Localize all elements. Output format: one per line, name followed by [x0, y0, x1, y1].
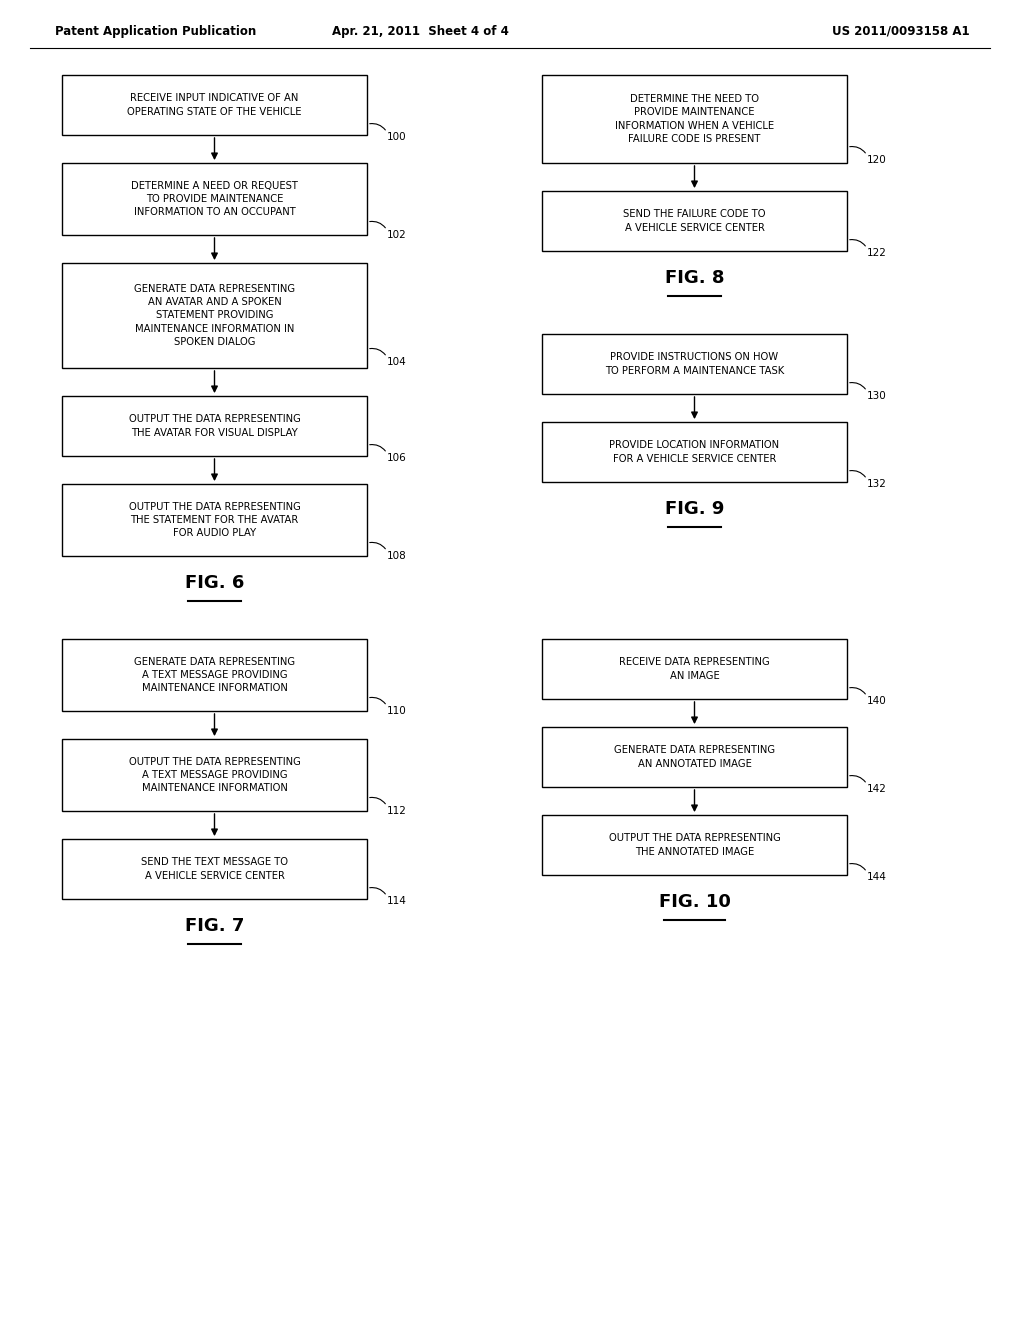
Text: 142: 142 — [867, 784, 887, 795]
FancyBboxPatch shape — [62, 739, 367, 810]
Text: OUTPUT THE DATA REPRESENTING
THE AVATAR FOR VISUAL DISPLAY: OUTPUT THE DATA REPRESENTING THE AVATAR … — [129, 414, 300, 438]
Text: 140: 140 — [867, 696, 887, 706]
Text: 114: 114 — [387, 896, 407, 907]
Text: RECEIVE DATA REPRESENTING
AN IMAGE: RECEIVE DATA REPRESENTING AN IMAGE — [620, 657, 770, 681]
FancyBboxPatch shape — [542, 75, 847, 162]
Text: Apr. 21, 2011  Sheet 4 of 4: Apr. 21, 2011 Sheet 4 of 4 — [332, 25, 509, 38]
FancyBboxPatch shape — [62, 639, 367, 711]
Text: SEND THE FAILURE CODE TO
A VEHICLE SERVICE CENTER: SEND THE FAILURE CODE TO A VEHICLE SERVI… — [624, 210, 766, 232]
FancyBboxPatch shape — [62, 484, 367, 556]
Text: GENERATE DATA REPRESENTING
A TEXT MESSAGE PROVIDING
MAINTENANCE INFORMATION: GENERATE DATA REPRESENTING A TEXT MESSAG… — [134, 657, 295, 693]
Text: 108: 108 — [387, 550, 407, 561]
Text: 132: 132 — [867, 479, 887, 490]
FancyBboxPatch shape — [542, 814, 847, 875]
Text: FIG. 6: FIG. 6 — [184, 574, 244, 591]
Text: PROVIDE INSTRUCTIONS ON HOW
TO PERFORM A MAINTENANCE TASK: PROVIDE INSTRUCTIONS ON HOW TO PERFORM A… — [605, 352, 784, 376]
Text: OUTPUT THE DATA REPRESENTING
A TEXT MESSAGE PROVIDING
MAINTENANCE INFORMATION: OUTPUT THE DATA REPRESENTING A TEXT MESS… — [129, 756, 300, 793]
Text: 100: 100 — [387, 132, 407, 143]
FancyBboxPatch shape — [62, 162, 367, 235]
Text: OUTPUT THE DATA REPRESENTING
THE ANNOTATED IMAGE: OUTPUT THE DATA REPRESENTING THE ANNOTAT… — [608, 833, 780, 857]
Text: 130: 130 — [867, 391, 887, 401]
Text: 122: 122 — [867, 248, 887, 259]
FancyBboxPatch shape — [62, 263, 367, 368]
FancyBboxPatch shape — [62, 396, 367, 455]
Text: FIG. 8: FIG. 8 — [665, 269, 724, 286]
Text: PROVIDE LOCATION INFORMATION
FOR A VEHICLE SERVICE CENTER: PROVIDE LOCATION INFORMATION FOR A VEHIC… — [609, 441, 779, 463]
Text: 144: 144 — [867, 873, 887, 882]
Text: 120: 120 — [867, 156, 887, 165]
Text: OUTPUT THE DATA REPRESENTING
THE STATEMENT FOR THE AVATAR
FOR AUDIO PLAY: OUTPUT THE DATA REPRESENTING THE STATEME… — [129, 502, 300, 539]
FancyBboxPatch shape — [62, 75, 367, 135]
FancyBboxPatch shape — [542, 639, 847, 700]
Text: FIG. 7: FIG. 7 — [184, 917, 244, 935]
FancyBboxPatch shape — [542, 422, 847, 482]
Text: 102: 102 — [387, 230, 407, 240]
FancyBboxPatch shape — [542, 727, 847, 787]
Text: DETERMINE A NEED OR REQUEST
TO PROVIDE MAINTENANCE
INFORMATION TO AN OCCUPANT: DETERMINE A NEED OR REQUEST TO PROVIDE M… — [131, 181, 298, 218]
Text: US 2011/0093158 A1: US 2011/0093158 A1 — [833, 25, 970, 38]
FancyBboxPatch shape — [62, 840, 367, 899]
Text: RECEIVE INPUT INDICATIVE OF AN
OPERATING STATE OF THE VEHICLE: RECEIVE INPUT INDICATIVE OF AN OPERATING… — [127, 94, 302, 116]
Text: FIG. 10: FIG. 10 — [658, 894, 730, 911]
Text: FIG. 9: FIG. 9 — [665, 500, 724, 517]
Text: SEND THE TEXT MESSAGE TO
A VEHICLE SERVICE CENTER: SEND THE TEXT MESSAGE TO A VEHICLE SERVI… — [141, 858, 288, 880]
FancyBboxPatch shape — [542, 334, 847, 393]
Text: Patent Application Publication: Patent Application Publication — [55, 25, 256, 38]
Text: DETERMINE THE NEED TO
PROVIDE MAINTENANCE
INFORMATION WHEN A VEHICLE
FAILURE COD: DETERMINE THE NEED TO PROVIDE MAINTENANC… — [615, 94, 774, 144]
Text: 110: 110 — [387, 706, 407, 715]
Text: 106: 106 — [387, 453, 407, 463]
FancyBboxPatch shape — [542, 191, 847, 251]
Text: 112: 112 — [387, 807, 407, 816]
Text: 104: 104 — [387, 358, 407, 367]
Text: GENERATE DATA REPRESENTING
AN AVATAR AND A SPOKEN
STATEMENT PROVIDING
MAINTENANC: GENERATE DATA REPRESENTING AN AVATAR AND… — [134, 284, 295, 347]
Text: GENERATE DATA REPRESENTING
AN ANNOTATED IMAGE: GENERATE DATA REPRESENTING AN ANNOTATED … — [614, 746, 775, 768]
